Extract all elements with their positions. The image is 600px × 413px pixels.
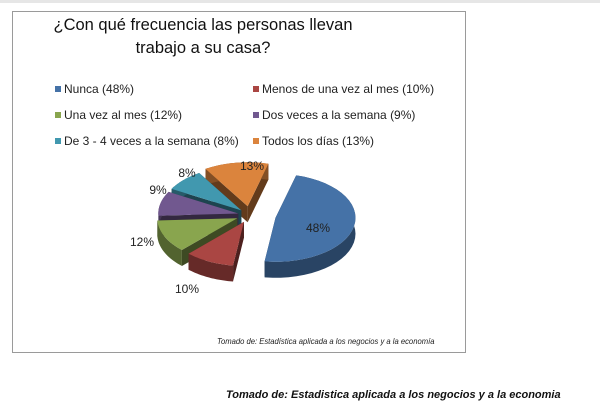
pie-slice-top: [157, 218, 238, 250]
legend-swatch: [55, 138, 61, 144]
data-label-3: 9%: [149, 183, 167, 197]
pie-slice-side: [157, 220, 182, 266]
legend-label: De 3 - 4 veces a la semana (8%): [64, 134, 239, 148]
chart-title-line-2: trabajo a su casa?: [135, 39, 271, 57]
legend-label: Menos de una vez al mes (10%): [262, 82, 435, 96]
legend-item-una-vez: Una vez al mes (12%): [55, 108, 182, 122]
data-label-4: 8%: [178, 166, 196, 180]
chart-source-note: Tomado de: Estadística aplicada a los ne…: [217, 336, 435, 346]
legend-swatch: [253, 138, 259, 144]
pie-slice-side: [188, 253, 234, 282]
chart-title: ¿Con qué frecuencia las personas llevan …: [53, 14, 353, 60]
legend-item-todos: Todos los días (13%): [253, 134, 374, 148]
legend-swatch: [253, 112, 259, 118]
legend-label: Nunca (48%): [64, 82, 135, 96]
data-label-0: 48%: [306, 221, 330, 235]
top-bar: [0, 0, 600, 3]
legend-swatch: [55, 86, 61, 92]
pie-slice-top: [205, 162, 269, 207]
pie-slice-1: [188, 221, 244, 282]
data-label-2: 12%: [130, 235, 154, 249]
legend-item-menos: Menos de una vez al mes (10%): [253, 82, 434, 96]
legend-label: Dos veces a la semana (9%): [262, 108, 416, 122]
chart-title-line-1: ¿Con qué frecuencia las personas llevan: [53, 16, 353, 34]
data-label-5: 13%: [240, 159, 264, 173]
legend-item-nunca: Nunca (48%): [55, 82, 134, 96]
legend-item-3-4-veces: De 3 - 4 veces a la semana (8%): [55, 134, 239, 148]
legend-label: Todos los días (13%): [262, 134, 375, 148]
footer-source: Tomado de: Estadistica aplicada a los ne…: [226, 389, 561, 401]
pie-slice-0: [264, 175, 356, 278]
legend-label: Una vez al mes (12%): [64, 108, 183, 122]
pie-slice-top: [264, 175, 356, 262]
legend-swatch: [55, 112, 61, 118]
data-label-1: 10%: [175, 282, 199, 296]
pie-slice-top: [158, 191, 239, 216]
pie-slice-top: [188, 221, 244, 266]
legend-item-dos-veces: Dos veces a la semana (9%): [253, 108, 415, 122]
legend-swatch: [253, 86, 259, 92]
pie-slice-top: [171, 173, 242, 211]
